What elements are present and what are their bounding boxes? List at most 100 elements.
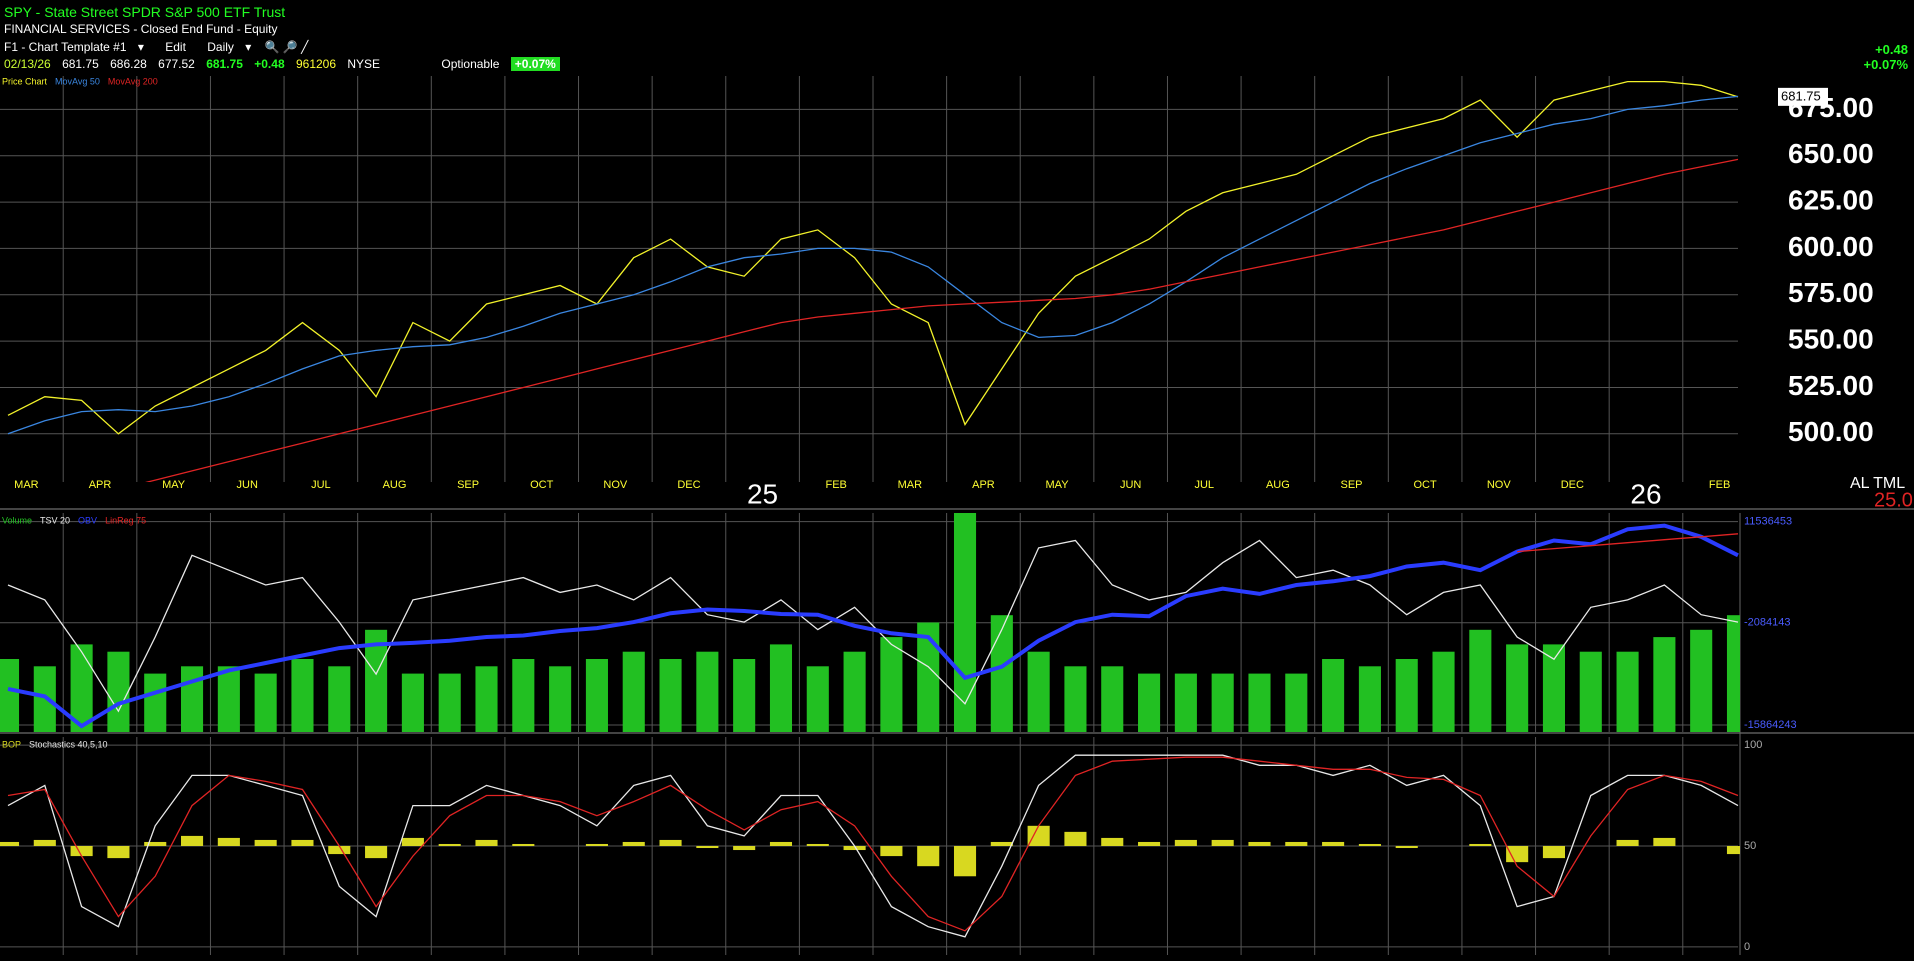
bar xyxy=(365,846,388,859)
optionable: Optionable xyxy=(441,57,500,71)
right-tag: AL TML xyxy=(1850,475,1905,492)
series-group xyxy=(0,754,1740,938)
header: SPY - State Street SPDR S&P 500 ETF Trus… xyxy=(0,0,1914,76)
bar xyxy=(1542,846,1565,859)
legend-entry: TSV 20 xyxy=(40,515,70,525)
x-tick-label: FEB xyxy=(1709,479,1730,491)
bar xyxy=(1101,837,1124,846)
y-tick-label: 50 xyxy=(1744,840,1756,852)
y-tick-label: 100 xyxy=(1744,739,1762,751)
bar xyxy=(1027,651,1050,732)
bar xyxy=(0,841,20,846)
bar xyxy=(1285,673,1308,732)
bar xyxy=(549,666,572,732)
bar xyxy=(880,846,903,857)
series-line xyxy=(7,523,1739,729)
bar xyxy=(365,629,388,732)
bar xyxy=(696,651,719,732)
edit-button[interactable]: Edit xyxy=(165,40,186,54)
bar xyxy=(1616,839,1639,846)
toolbar: F1 - Chart Template #1 ▾ Edit Daily ▾ 🔍 … xyxy=(4,40,309,54)
bar xyxy=(769,841,793,846)
y-tick-label: 625.00 xyxy=(1788,184,1874,215)
legend-entry: Price Chart xyxy=(2,76,48,86)
x-tick-label: NOV xyxy=(603,479,628,491)
bar xyxy=(217,666,240,732)
quote-last: 681.75 xyxy=(206,57,243,71)
bar xyxy=(0,659,20,732)
bar xyxy=(880,637,903,732)
bar xyxy=(659,659,682,732)
bar xyxy=(512,659,535,732)
x-tick-label: APR xyxy=(89,479,112,491)
bar xyxy=(1285,841,1308,846)
bar xyxy=(990,841,1013,846)
bar xyxy=(1138,841,1161,846)
bar xyxy=(843,846,866,851)
x-tick-label: AUG xyxy=(1266,479,1290,491)
bar xyxy=(622,841,645,846)
quote-exchange: NYSE xyxy=(347,57,381,71)
quote-volume: 961206 xyxy=(295,57,337,71)
title: SPY - State Street SPDR S&P 500 ETF Trus… xyxy=(4,4,286,20)
bar xyxy=(1027,825,1050,846)
period-menu[interactable]: Daily xyxy=(207,40,234,54)
legend-entry: LinReg 75 xyxy=(105,515,146,525)
quote-low: 677.52 xyxy=(158,57,195,71)
x-tick-label: JUN xyxy=(1120,479,1141,491)
legend-entry: Volume xyxy=(2,515,32,525)
x-tick-label: DEC xyxy=(1561,479,1584,491)
bar xyxy=(1395,659,1418,732)
bar xyxy=(843,651,866,732)
bar xyxy=(401,673,424,732)
x-tick-label: JUN xyxy=(237,479,258,491)
bar xyxy=(733,659,756,732)
bar xyxy=(475,666,498,732)
bar xyxy=(953,846,977,877)
bar xyxy=(291,659,314,732)
y-tick-label: -2084143 xyxy=(1744,617,1791,629)
bar xyxy=(475,839,498,846)
bar xyxy=(1248,841,1271,846)
y-tick-label: 525.00 xyxy=(1788,370,1874,401)
bar xyxy=(328,846,351,855)
x-tick-label: NOV xyxy=(1487,479,1512,491)
subtitle: FINANCIAL SERVICES - Closed End Fund - E… xyxy=(4,22,278,36)
legend-entry: BOP xyxy=(2,739,21,749)
bar xyxy=(990,615,1013,732)
bar xyxy=(1395,846,1418,849)
bar xyxy=(254,673,277,732)
bar xyxy=(1322,841,1345,846)
bar xyxy=(585,843,608,846)
legend-entry: MovAvg 50 xyxy=(55,76,100,86)
x-tick-label: AUG xyxy=(383,479,407,491)
legend-entry: OBV xyxy=(78,515,97,525)
bar xyxy=(917,846,940,867)
zoom-tools[interactable]: 🔍 🔎 ╱ xyxy=(264,40,309,54)
series-line xyxy=(145,158,1739,482)
bar xyxy=(1432,651,1455,732)
y-tick-label: 11536453 xyxy=(1744,516,1792,528)
quote-line: 02/13/26 681.75 686.28 677.52 681.75 +0.… xyxy=(4,57,568,71)
bar xyxy=(1469,629,1492,732)
x-tick-label: MAR xyxy=(898,479,923,491)
y-tick-label: 0 xyxy=(1744,941,1750,953)
bar xyxy=(1726,615,1740,732)
template-menu[interactable]: F1 - Chart Template #1 xyxy=(4,40,127,54)
bar xyxy=(181,835,204,846)
bar xyxy=(438,673,461,732)
year-label: 25 xyxy=(747,478,778,509)
x-tick-label: APR xyxy=(972,479,995,491)
bar xyxy=(1064,666,1087,732)
bar xyxy=(1358,666,1381,732)
bar xyxy=(1174,673,1197,732)
series-line xyxy=(1517,533,1739,553)
bar xyxy=(107,651,130,732)
series-line xyxy=(7,95,1739,435)
bar xyxy=(1616,651,1639,732)
bar xyxy=(585,659,608,732)
bar xyxy=(254,839,277,846)
bar xyxy=(1726,846,1740,855)
legend-entry: Stochastics 40,5,10 xyxy=(29,739,108,749)
